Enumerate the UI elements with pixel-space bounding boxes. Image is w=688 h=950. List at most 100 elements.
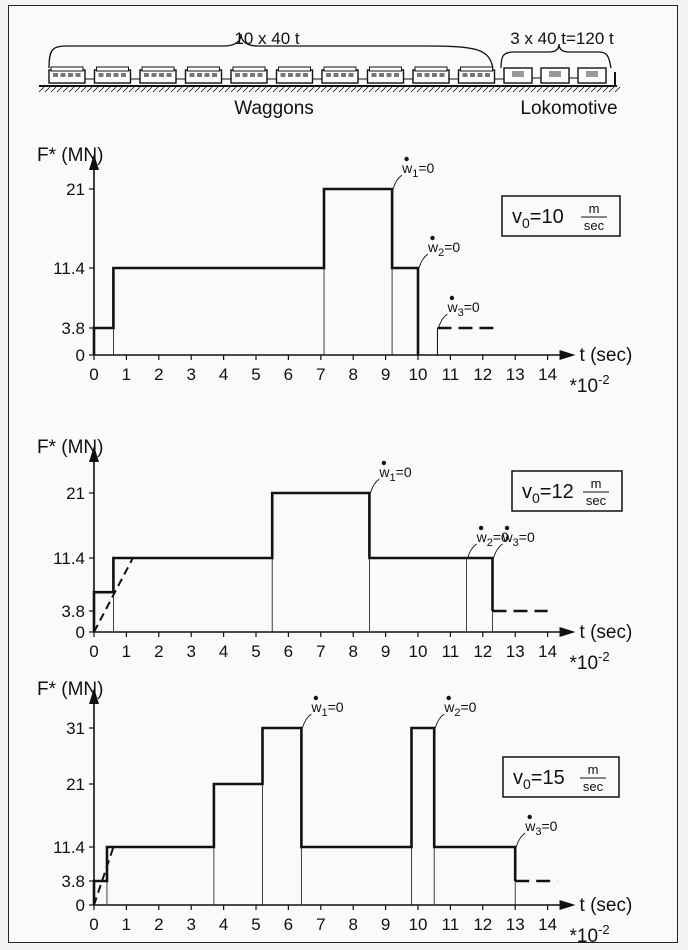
x-tick-label: 13: [506, 365, 525, 384]
x-tick-label: 7: [316, 915, 325, 934]
hatch-line: [566, 86, 573, 93]
wagon-window: [189, 73, 195, 77]
annotation-leader: [392, 174, 403, 190]
hatch-line: [278, 86, 285, 93]
chart-1: F* (MN)t (sec)*10-20 1 2 3 4 5 6 7 8 9 10 11 12 13 140…: [37, 145, 632, 397]
hatch-line: [350, 86, 357, 93]
annotation-subscript: 1: [390, 472, 396, 484]
annotation-leader: [515, 832, 526, 848]
x-tick-label: 0: [89, 365, 98, 384]
annotation-value: =0: [396, 464, 412, 480]
hatch-line: [152, 86, 159, 93]
hatch-line: [140, 86, 147, 93]
hatch-line: [572, 86, 579, 93]
y-axis-label: F* (MN): [37, 679, 103, 700]
wagon-window: [424, 73, 430, 77]
wagon: [184, 66, 231, 84]
force-step-line: [92, 491, 494, 632]
annotation-dot: [404, 156, 409, 162]
velocity-value: =10: [530, 206, 564, 228]
wagon-roof: [187, 66, 220, 72]
wagon-window: [242, 73, 248, 77]
hatch-line: [404, 86, 411, 93]
hatch-line: [458, 86, 465, 93]
wagon-window: [257, 73, 263, 77]
loco-mass-label: 3 x 40 t=120 t: [510, 29, 614, 48]
x-axis-label: t (sec): [580, 622, 633, 643]
x-tick-label: 5: [251, 642, 260, 661]
velocity-label: v0=12: [522, 481, 574, 506]
x-axis-label: t (sec): [580, 345, 633, 366]
annotation-label: w1=0: [310, 699, 343, 719]
annotation-symbol: w: [476, 529, 488, 545]
velocity-subscript: 0: [522, 215, 530, 231]
hatch-line: [194, 86, 201, 93]
x-tick-label: 12: [473, 365, 492, 384]
x-multiplier: *10-2: [570, 922, 610, 944]
wagon: [457, 66, 504, 84]
hatch-line: [602, 86, 609, 93]
annotation-label: w3=0: [502, 529, 535, 549]
annotation-dot: [504, 525, 510, 531]
x-tick-label: 12: [473, 915, 492, 934]
velocity-symbol: v: [512, 206, 522, 228]
velocity-value: =15: [531, 767, 565, 789]
y-axis-arrow: [89, 688, 99, 704]
x-tick-label: 1: [122, 915, 131, 934]
hatch-line: [164, 86, 171, 93]
wagons-label: Waggons: [234, 98, 314, 119]
x-tick-label: 5: [251, 915, 260, 934]
hatch-line: [374, 86, 381, 93]
annotation-dot: [430, 235, 435, 241]
velocity-unit-numerator: m: [588, 762, 599, 777]
velocity-label: v0=15: [513, 767, 565, 792]
locomotive-row: [503, 67, 607, 84]
annotation-label: w3=0: [524, 818, 557, 838]
hatch-line: [398, 86, 405, 93]
wagon-window: [106, 73, 111, 77]
x-tick-label: 3: [186, 365, 195, 384]
y-axis-label: F* (MN): [37, 437, 103, 458]
hatch-line: [314, 86, 321, 93]
wagon-roof: [323, 66, 357, 72]
hatch-line: [146, 86, 153, 93]
locomotive-window: [586, 71, 598, 77]
annotation-leader: [301, 713, 312, 729]
hatch-line: [380, 86, 387, 93]
hatch-line: [104, 86, 111, 93]
y-tick-label: 3.8: [61, 602, 85, 621]
hatch-line: [452, 86, 459, 93]
y-tick-label: 21: [66, 484, 85, 503]
wagon-window: [485, 73, 490, 77]
wagon-window: [250, 73, 255, 77]
velocity-subscript: 0: [532, 490, 540, 506]
hatch-line: [56, 86, 63, 93]
y-tick-label: 3.8: [61, 872, 85, 891]
force-step-line: [92, 726, 517, 905]
hatch-line: [614, 86, 621, 93]
hatch-line: [272, 86, 279, 93]
x-tick-label: 8: [348, 365, 357, 384]
x-multiplier-exponent: -2: [598, 372, 610, 387]
force-ramp-dashed: [93, 846, 115, 906]
velocity-value: =12: [540, 481, 574, 503]
annotation-value: =0: [328, 699, 344, 715]
hatch-line: [50, 86, 57, 93]
hatch-line: [44, 86, 51, 93]
x-tick-label: 0: [89, 642, 98, 661]
annotation-subscript: 3: [513, 537, 519, 549]
annotation-label: w1=0: [378, 464, 411, 484]
wagon-window: [204, 73, 210, 77]
annotation-label: w2=0: [427, 239, 460, 259]
hatch-line: [260, 86, 267, 93]
velocity-unit-denominator: sec: [586, 493, 607, 508]
locomotive-unit: [503, 67, 541, 84]
x-multiplier-exponent: -2: [598, 649, 610, 664]
hatch-line: [266, 86, 273, 93]
wagon-window: [197, 73, 202, 77]
wagon-brace: [48, 33, 494, 69]
hatch-line: [524, 86, 531, 93]
annotation-value: =0: [493, 529, 509, 545]
hatch-line: [470, 86, 477, 93]
wagon-window: [98, 73, 104, 77]
